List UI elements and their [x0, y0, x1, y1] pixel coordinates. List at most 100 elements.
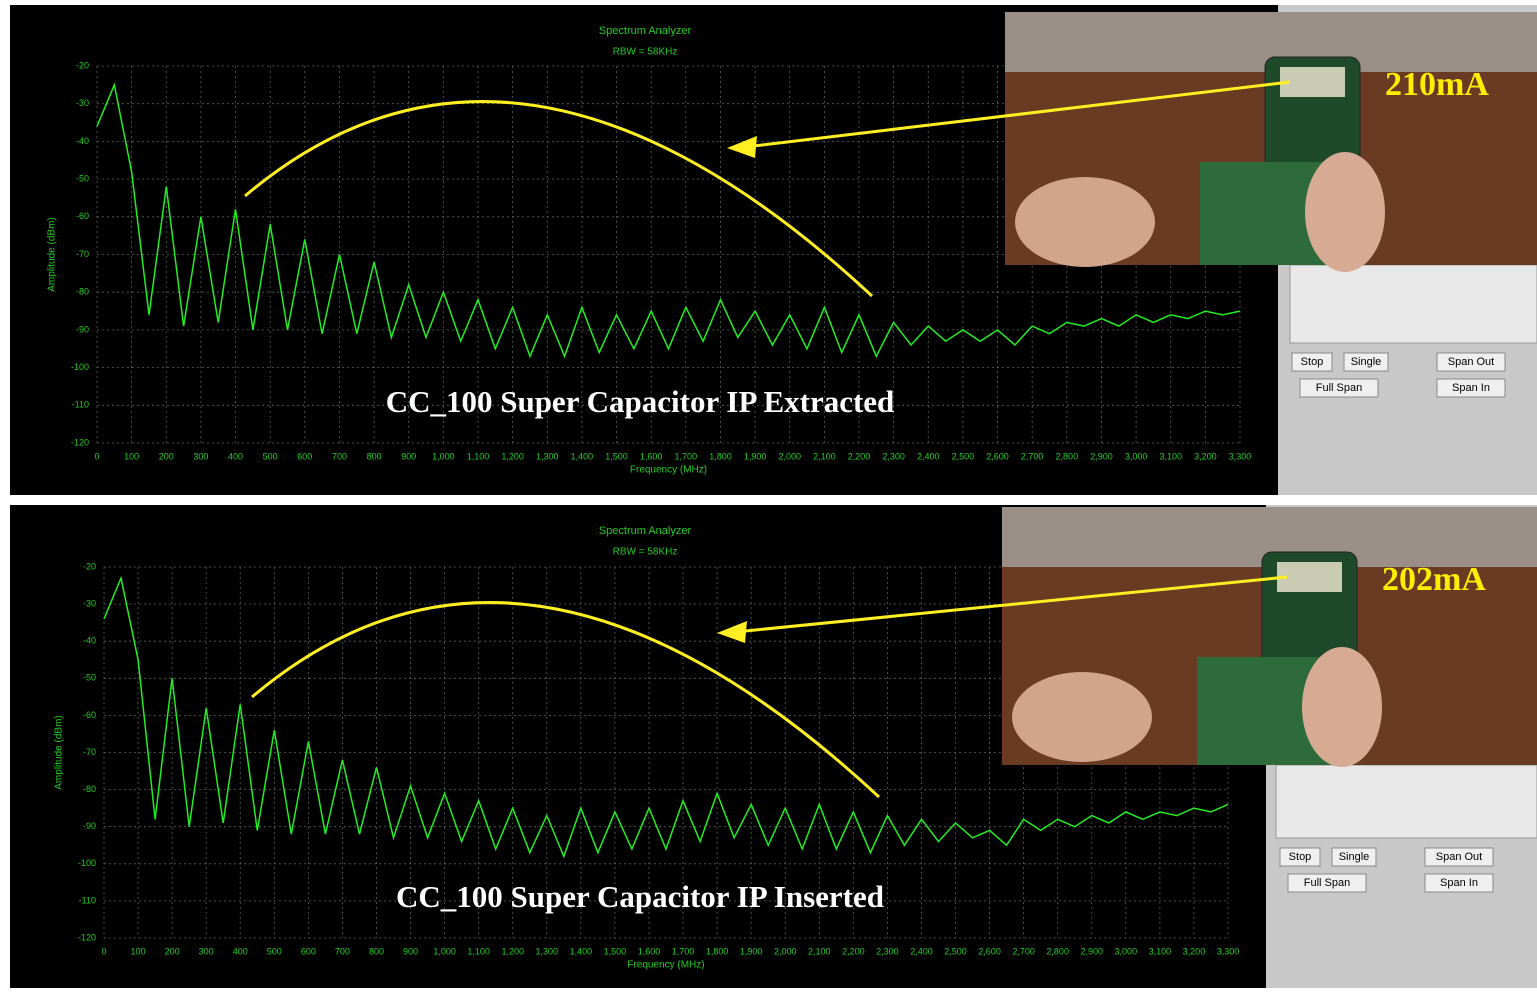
button-label[interactable]: Span Out — [1448, 356, 1494, 368]
display-box — [1276, 765, 1537, 838]
y-axis-label: Amplitude (dBm) — [54, 715, 65, 789]
x-tick-label: 700 — [335, 946, 350, 956]
x-tick-label: 1,400 — [570, 946, 593, 956]
y-tick-label: -110 — [79, 895, 96, 905]
button-label[interactable]: Span Out — [1436, 851, 1482, 863]
x-tick-label: 1,600 — [638, 946, 661, 956]
x-tick-label: 1,900 — [744, 451, 767, 461]
y-tick-label: -80 — [76, 287, 89, 297]
x-tick-label: 1,000 — [432, 451, 455, 461]
x-tick-label: 2,600 — [986, 451, 1009, 461]
x-tick-label: 2,500 — [952, 451, 975, 461]
photo-hand — [1302, 647, 1382, 767]
x-tick-label: 2,400 — [910, 946, 933, 956]
x-tick-label: 2,600 — [978, 946, 1001, 956]
button-label[interactable]: Full Span — [1304, 877, 1350, 889]
x-tick-label: 2,800 — [1056, 451, 1079, 461]
y-tick-label: -70 — [83, 747, 96, 757]
x-tick-label: 2,900 — [1090, 451, 1113, 461]
button-label[interactable]: Single — [1351, 356, 1382, 368]
x-tick-label: 3,200 — [1194, 451, 1217, 461]
x-tick-label: 800 — [367, 451, 382, 461]
x-tick-label: 1,200 — [501, 451, 524, 461]
x-tick-label: 3,300 — [1229, 451, 1252, 461]
x-tick-label: 1,200 — [501, 946, 524, 956]
x-tick-label: 200 — [165, 946, 180, 956]
x-tick-label: 2,100 — [808, 946, 831, 956]
annotation: CC_100 Super Capacitor IP Extracted — [386, 384, 895, 419]
x-axis-label: Frequency (MHz) — [627, 960, 704, 971]
x-tick-label: 1,300 — [536, 451, 559, 461]
photo-hand — [1015, 177, 1155, 267]
y-tick-label: -60 — [83, 710, 96, 720]
x-tick-label: 2,200 — [842, 946, 865, 956]
current-reading: 202mA — [1382, 561, 1486, 598]
x-tick-label: 1,800 — [706, 946, 729, 956]
y-tick-label: -40 — [83, 636, 96, 646]
x-tick-label: 3,100 — [1159, 451, 1182, 461]
x-tick-label: 3,100 — [1149, 946, 1172, 956]
y-tick-label: -90 — [83, 821, 96, 831]
button-label[interactable]: Stop — [1301, 356, 1324, 368]
y-tick-label: -120 — [71, 437, 89, 447]
x-tick-label: 500 — [263, 451, 278, 461]
y-tick-label: -70 — [76, 249, 89, 259]
x-tick-label: 2,100 — [813, 451, 836, 461]
x-tick-label: 2,300 — [876, 946, 899, 956]
x-tick-label: 1,100 — [467, 946, 490, 956]
button-label[interactable]: Full Span — [1316, 382, 1362, 394]
x-tick-label: 2,000 — [774, 946, 797, 956]
x-tick-label: 2,800 — [1046, 946, 1069, 956]
y-tick-label: -110 — [72, 400, 89, 410]
x-tick-label: 900 — [403, 946, 418, 956]
button-label[interactable]: Single — [1339, 851, 1370, 863]
x-tick-label: 600 — [301, 946, 316, 956]
x-tick-label: 200 — [159, 451, 174, 461]
chart-title: Spectrum Analyzer — [599, 525, 692, 537]
x-tick-label: 2,700 — [1021, 451, 1044, 461]
x-tick-label: 1,000 — [433, 946, 456, 956]
y-tick-label: -100 — [71, 362, 89, 372]
x-tick-label: 2,500 — [944, 946, 967, 956]
x-tick-label: 1,100 — [467, 451, 490, 461]
screen: Spectrum Analyzer RBW = 58KHz -20 -30 -40 -50… — [0, 0, 1537, 993]
y-tick-label: -30 — [76, 98, 89, 108]
x-tick-label: 1,500 — [605, 451, 628, 461]
chart-subtitle: RBW = 58KHz — [613, 547, 678, 558]
x-tick-label: 300 — [193, 451, 208, 461]
x-tick-label: 1,900 — [740, 946, 763, 956]
y-tick-label: -80 — [83, 784, 96, 794]
photo-hand — [1012, 672, 1152, 762]
x-tick-label: 1,300 — [536, 946, 559, 956]
button-label[interactable]: Span In — [1440, 877, 1478, 889]
x-tick-label: 1,400 — [571, 451, 594, 461]
x-tick-label: 800 — [369, 946, 384, 956]
x-tick-label: 1,700 — [675, 451, 698, 461]
chart-subtitle: RBW = 58KHz — [613, 47, 678, 58]
y-tick-label: -30 — [83, 598, 96, 608]
x-tick-label: 900 — [401, 451, 416, 461]
x-tick-label: 1,600 — [640, 451, 663, 461]
x-tick-label: 2,300 — [882, 451, 905, 461]
current-reading: 210mA — [1385, 66, 1489, 103]
y-axis-label: Amplitude (dBm) — [47, 217, 58, 291]
button-label[interactable]: Stop — [1289, 851, 1312, 863]
x-tick-label: 300 — [199, 946, 214, 956]
y-tick-label: -50 — [83, 673, 96, 683]
y-tick-label: -20 — [76, 60, 89, 70]
x-tick-label: 600 — [297, 451, 312, 461]
annotation: CC_100 Super Capacitor IP Inserted — [396, 879, 884, 914]
chart-title: Spectrum Analyzer — [599, 25, 692, 37]
button-label[interactable]: Span In — [1452, 382, 1490, 394]
y-tick-label: -20 — [83, 561, 96, 571]
x-tick-label: 700 — [332, 451, 347, 461]
x-tick-label: 1,500 — [604, 946, 627, 956]
photo-hand — [1305, 152, 1385, 272]
x-tick-label: 3,000 — [1115, 946, 1138, 956]
x-tick-label: 0 — [101, 946, 106, 956]
x-tick-label: 3,300 — [1217, 946, 1240, 956]
y-tick-label: -120 — [78, 932, 96, 942]
page: Spectrum Analyzer RBW = 58KHz -20 -30 -40 -50… — [0, 0, 1537, 998]
x-tick-label: 2,700 — [1012, 946, 1035, 956]
x-axis-label: Frequency (MHz) — [630, 465, 707, 476]
